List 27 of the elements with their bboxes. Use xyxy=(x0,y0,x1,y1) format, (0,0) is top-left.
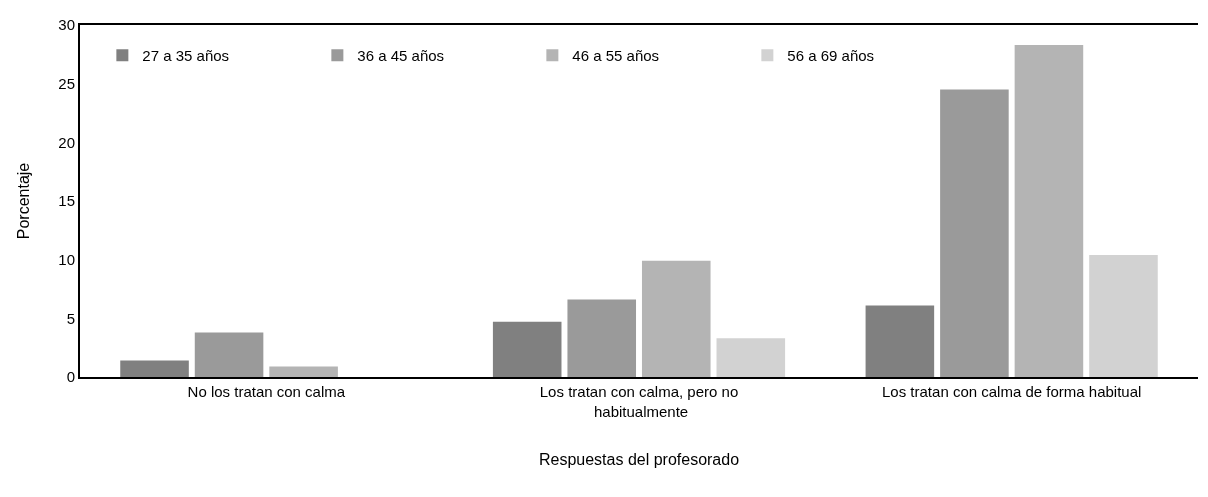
bar xyxy=(1089,254,1158,377)
legend-label: 56 a 69 años xyxy=(787,47,875,65)
bar xyxy=(641,260,711,377)
x-axis-title: Respuestas del profesorado xyxy=(538,450,740,468)
legend-label: 36 a 45 años xyxy=(357,47,445,65)
x-tick-label: Los tratan con calma, pero no habitualmente xyxy=(539,383,739,420)
y-tick-label: 10 xyxy=(58,250,75,268)
bar xyxy=(194,332,264,377)
bar xyxy=(940,89,1009,377)
bar xyxy=(567,299,637,377)
bar xyxy=(492,321,562,377)
bar xyxy=(716,338,786,377)
y-tick-label: 5 xyxy=(66,309,75,327)
x-tick-label: Los tratan con calma de forma habitual xyxy=(882,383,1142,400)
y-tick-label: 0 xyxy=(66,368,75,386)
legend-label: 27 a 35 años xyxy=(142,47,230,65)
bar xyxy=(120,360,189,377)
x-tick-label: No los tratan con calma xyxy=(187,383,346,400)
bar xyxy=(865,305,935,377)
y-axis-title: Porcentaje xyxy=(14,162,32,240)
bar xyxy=(269,366,338,377)
y-tick-label: 30 xyxy=(58,16,75,34)
legend-label: 46 a 55 años xyxy=(572,47,660,65)
y-tick-label: 15 xyxy=(58,192,75,210)
y-tick-label: 20 xyxy=(58,133,75,151)
y-tick-label: 25 xyxy=(58,74,75,92)
bar xyxy=(1014,44,1084,377)
